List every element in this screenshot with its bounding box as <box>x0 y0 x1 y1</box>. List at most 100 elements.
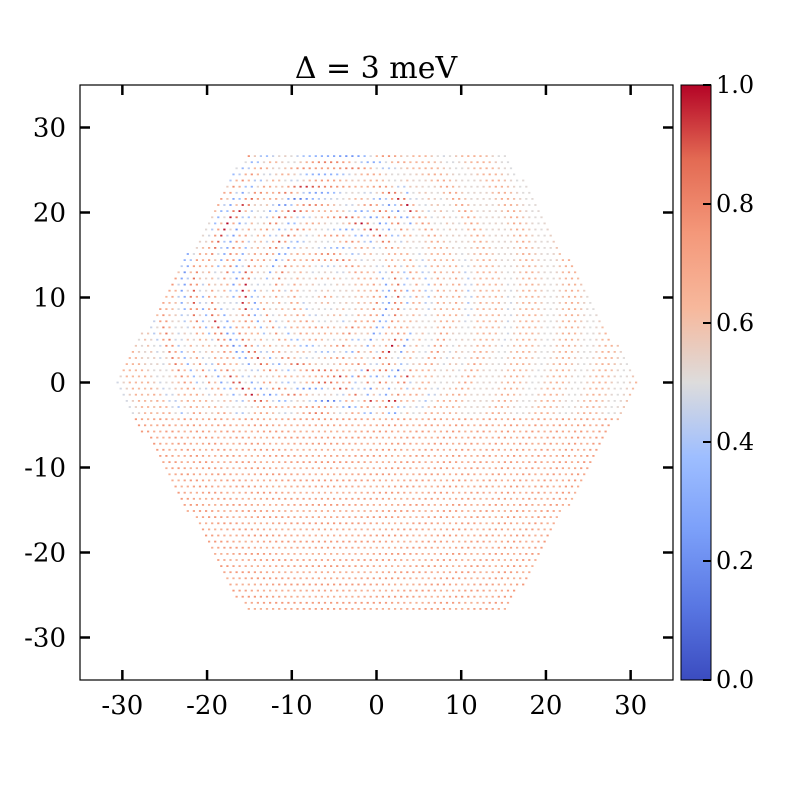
data-point <box>387 473 391 476</box>
data-point <box>226 222 229 225</box>
data-point <box>320 314 323 317</box>
data-point <box>360 418 363 421</box>
data-point <box>330 210 333 212</box>
data-point <box>622 406 625 408</box>
data-point <box>509 412 513 414</box>
data-point <box>384 406 388 408</box>
data-point <box>278 191 281 194</box>
data-point <box>503 546 506 549</box>
data-point <box>336 247 339 249</box>
data-point <box>339 473 342 476</box>
data-point <box>287 455 290 457</box>
data-point <box>494 418 497 421</box>
data-point <box>247 179 250 182</box>
data-point <box>186 473 189 476</box>
data-point <box>403 393 406 396</box>
data-point <box>439 259 442 261</box>
data-point <box>384 308 388 310</box>
data-point <box>223 485 226 488</box>
data-point <box>363 204 366 206</box>
data-point <box>522 522 525 525</box>
data-point <box>546 485 549 488</box>
data-point <box>494 528 497 531</box>
data-point <box>293 357 296 359</box>
data-point <box>278 351 281 353</box>
data-point <box>485 583 488 586</box>
data-point <box>265 448 269 451</box>
data-point <box>293 173 296 176</box>
data-point <box>467 167 470 170</box>
data-point <box>555 467 558 470</box>
data-point <box>314 277 317 280</box>
data-point <box>201 381 205 384</box>
data-point <box>455 302 458 304</box>
data-point <box>406 204 409 206</box>
data-point <box>458 467 461 470</box>
data-point <box>366 283 369 286</box>
data-point <box>503 204 506 206</box>
data-point <box>345 289 348 292</box>
data-point <box>439 565 442 567</box>
data-point <box>366 540 369 543</box>
data-point <box>226 491 229 494</box>
data-point <box>262 565 266 567</box>
data-point <box>506 210 510 212</box>
data-point <box>619 375 622 378</box>
data-point <box>589 375 592 378</box>
data-point <box>232 381 235 384</box>
data-point <box>253 253 256 255</box>
data-point <box>387 277 391 280</box>
data-point <box>406 228 409 231</box>
data-point <box>192 375 195 378</box>
data-point <box>326 583 330 586</box>
data-point <box>238 528 241 531</box>
data-point <box>528 485 531 488</box>
data-point <box>381 277 384 280</box>
data-point <box>360 516 363 518</box>
data-point <box>241 485 244 488</box>
data-point <box>534 412 537 414</box>
data-point <box>259 424 262 427</box>
data-point <box>302 546 305 549</box>
data-point <box>253 302 256 304</box>
data-point <box>400 448 403 451</box>
data-point <box>131 363 134 365</box>
data-point <box>244 271 247 274</box>
data-point <box>348 369 351 372</box>
data-point <box>601 351 604 353</box>
data-point <box>299 161 302 164</box>
data-point <box>247 191 250 194</box>
data-point <box>494 222 497 225</box>
data-point <box>555 516 558 518</box>
data-point <box>470 320 473 323</box>
data-point <box>577 387 580 390</box>
data-point <box>479 461 482 463</box>
data-point <box>516 338 519 341</box>
data-point <box>259 326 262 329</box>
data-point <box>262 442 266 445</box>
data-point <box>561 369 564 372</box>
data-point <box>171 283 174 286</box>
data-point <box>311 601 314 604</box>
data-point <box>235 351 238 353</box>
data-point <box>168 326 171 329</box>
data-point <box>418 228 421 231</box>
data-point <box>622 369 625 372</box>
data-point <box>250 234 253 237</box>
data-point <box>314 461 317 463</box>
data-point <box>317 283 320 286</box>
data-point <box>360 295 363 298</box>
data-point <box>308 338 311 341</box>
data-point <box>464 198 467 200</box>
data-point <box>528 546 531 549</box>
data-point <box>247 595 250 598</box>
data-point <box>375 583 378 586</box>
data-point <box>519 393 522 396</box>
data-point <box>513 271 516 274</box>
data-point <box>384 210 388 212</box>
data-point <box>537 455 540 457</box>
data-point <box>208 247 211 249</box>
data-point <box>311 161 314 164</box>
data-point <box>290 608 293 610</box>
data-point <box>244 283 247 286</box>
